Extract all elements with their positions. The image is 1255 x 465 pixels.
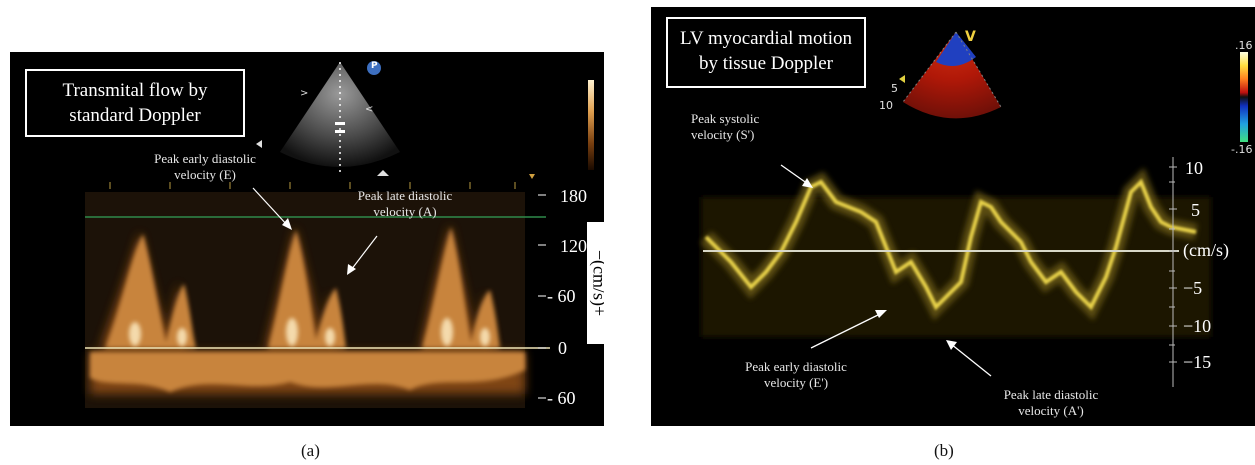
probe-marker-icon xyxy=(367,61,381,75)
peak-systolic-annotation: Peak systolic velocity (S') xyxy=(691,111,760,143)
axis-tick-marks xyxy=(538,194,546,399)
axis-tick-label: 180 xyxy=(560,186,587,206)
scale-tick-marks xyxy=(1169,157,1177,387)
peak-late-annotation: Peak late diastolic velocity (A) xyxy=(357,188,453,220)
sector-marker-label: V xyxy=(965,29,976,45)
echo-sector-thumbnail xyxy=(280,62,400,167)
chevron-left-glyph: < xyxy=(365,104,373,115)
velocity-unit-label: −(cm/s)+ xyxy=(589,249,605,317)
doppler-envelopes xyxy=(90,227,525,392)
sector-blue-region xyxy=(936,32,976,66)
panel-a-title-box: Transmital flow by standard Doppler xyxy=(25,69,245,137)
axis-tick-label: 0 xyxy=(558,338,567,358)
doppler-highlights xyxy=(129,318,490,346)
depth-label: 5 xyxy=(891,82,898,95)
axis-tick-label: - 60 xyxy=(547,388,576,408)
axis-unit-label: (cm/s) xyxy=(1183,240,1229,260)
scale-marker-triangle xyxy=(529,174,535,179)
bottom-marker-triangle xyxy=(377,170,389,176)
axis-tick-label: - 60 xyxy=(547,286,576,306)
peak-late-annotation: Peak late diastolic velocity (A') xyxy=(1003,387,1099,419)
caption-a: (a) xyxy=(301,441,320,460)
color-scale-bar xyxy=(588,80,594,170)
arrow-heads xyxy=(802,178,957,350)
peak-early-annotation: Peak early diastolic velocity (E') xyxy=(745,359,847,391)
sample-gate-top xyxy=(335,122,345,125)
caption-b: (b) xyxy=(934,441,954,460)
transmitral-doppler-panel: > < P Transmital flow by standard Dopple… xyxy=(10,52,604,426)
depth-label: 10 xyxy=(879,99,893,112)
sample-gate-bottom xyxy=(335,130,345,133)
color-doppler-sector xyxy=(903,32,1001,119)
colorbar-max-label: .16 xyxy=(1235,39,1253,52)
arrow-heads xyxy=(282,218,356,275)
annotation-arrows xyxy=(252,187,378,271)
velocity-unit-label-box: −(cm/s)+ xyxy=(587,222,604,344)
peak-early-annotation: Peak early diastolic velocity (E) xyxy=(154,151,256,183)
axis-tick-label: 10 xyxy=(1185,158,1203,178)
colorbar-min-label: -.16 xyxy=(1231,143,1253,156)
axis-tick-label: −10 xyxy=(1183,316,1212,336)
chevron-right-glyph: > xyxy=(300,88,308,99)
tissue-doppler-panel: LV myocardial motion by tissue Doppler V… xyxy=(651,7,1255,426)
probe-marker-label: P xyxy=(371,61,378,71)
left-marker-triangle xyxy=(256,140,262,148)
tissue-velocity-trace xyxy=(704,178,1197,311)
tissue-doppler-image xyxy=(700,31,1248,387)
axis-tick-label: 120 xyxy=(560,236,587,256)
sector-marker-triangle xyxy=(899,75,905,83)
axis-tick-label: −15 xyxy=(1183,352,1212,372)
time-ticks xyxy=(109,182,516,189)
annotation-arrows xyxy=(780,164,992,377)
transmitral-doppler-image: > < xyxy=(85,61,594,408)
axis-tick-label: −5 xyxy=(1183,278,1203,298)
velocity-color-bar xyxy=(1240,52,1248,142)
panel-b-title-box: LV myocardial motion by tissue Doppler xyxy=(666,17,866,88)
axis-tick-label: 5 xyxy=(1191,200,1200,220)
